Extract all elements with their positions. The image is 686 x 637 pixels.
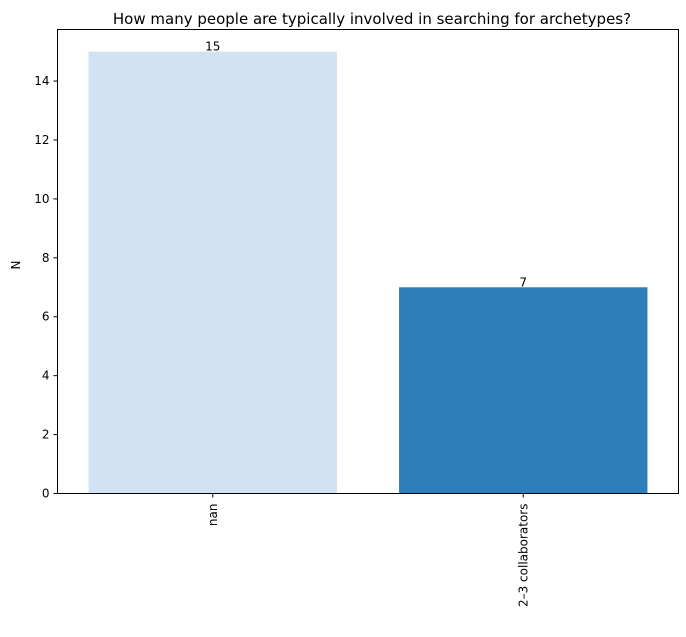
x-tick-label-1: 2–3 collaborators [516,504,530,608]
y-tick-label-3: 6 [42,310,50,324]
y-tick-label-0: 0 [42,487,50,501]
data-label-0: 15 [205,40,220,54]
y-axis-label: N [9,261,23,270]
chart-title: How many people are typically involved i… [113,10,631,28]
y-tick-label-2: 4 [42,369,50,383]
y-tick-label-1: 2 [42,428,50,442]
bar-0 [88,51,337,494]
x-axis: nan 2–3 collaborators [206,493,530,608]
bar-1 [399,287,648,494]
y-tick-label-6: 12 [34,133,49,147]
y-tick-label-5: 10 [34,192,49,206]
y-tick-label-7: 14 [34,74,49,88]
x-tick-label-0: nan [206,504,220,527]
data-labels: 15 7 [205,40,527,290]
plot-frame [57,29,679,494]
bars [88,51,648,494]
y-tick-label-4: 8 [42,251,50,265]
data-label-1: 7 [519,275,527,289]
y-axis: 0 2 4 6 8 10 12 14 [34,74,58,501]
